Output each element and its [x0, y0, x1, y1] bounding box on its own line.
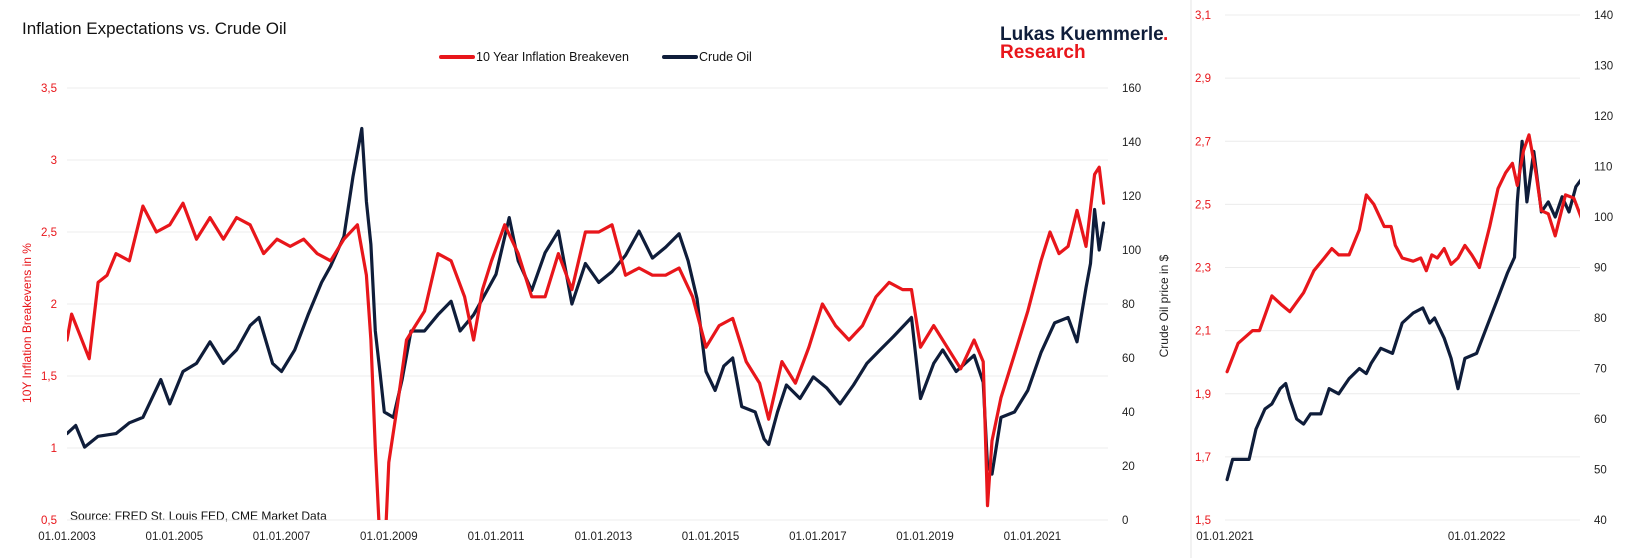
- main-x-tick-label: 01.01.2005: [146, 531, 204, 543]
- zoom-y-tick-label: 2,1: [1195, 326, 1211, 338]
- main-x-tick-label: 01.01.2019: [896, 531, 954, 543]
- zoom-y-tick-label: 1,5: [1195, 515, 1211, 527]
- zoom-chart: 1,5 1,7 1,9 2,1 2,3 2,5 2,7 2,9 3,1 40 50 60 70 80 90 1…: [1195, 10, 1613, 543]
- main-y-tick-label: 0,5: [41, 515, 57, 527]
- zoom-y2-tick-label: 70: [1594, 364, 1607, 376]
- main-y-tick-label: 3,5: [41, 83, 57, 95]
- zoom-series-breakeven-line: [1225, 133, 1580, 374]
- main-y2-tick-label: 20: [1122, 461, 1135, 473]
- zoom-y2-tick-label: 80: [1594, 313, 1607, 325]
- y-axis-title-right: Crude Oil price in $: [1157, 254, 1171, 357]
- main-y2-tick-label: 120: [1122, 191, 1141, 203]
- legend-label-crude-oil: Crude Oil: [699, 50, 752, 64]
- main-y2-tick-label: 140: [1122, 137, 1141, 149]
- zoom-y2-tick-label: 130: [1594, 61, 1613, 73]
- zoom-y2-tick-label: 100: [1594, 212, 1613, 224]
- main-x-tick-label: 01.01.2015: [682, 531, 740, 543]
- main-x-tick-label: 01.01.2021: [1004, 531, 1062, 543]
- zoom-x-tick-label: 01.01.2022: [1448, 531, 1506, 543]
- main-y-tick-label: 3: [51, 155, 57, 167]
- source-note: Source: FRED St. Louis FED, CME Market D…: [70, 509, 327, 523]
- brand-subtitle: Research: [1000, 42, 1086, 63]
- zoom-x-tick-label: 01.01.2021: [1196, 531, 1254, 543]
- zoom-y2-tick-label: 140: [1594, 10, 1613, 22]
- main-x-tick-label: 01.01.2009: [360, 531, 418, 543]
- zoom-y-tick-label: 2,7: [1195, 136, 1211, 148]
- zoom-series-crude-oil-line: [1225, 139, 1580, 482]
- main-x-tick-label: 01.01.2007: [253, 531, 311, 543]
- zoom-y-tick-label: 1,9: [1195, 389, 1211, 401]
- zoom-y-tick-label: 2,3: [1195, 263, 1211, 275]
- main-x-tick-label: 01.01.2017: [789, 531, 847, 543]
- chart-title: Inflation Expectations vs. Crude Oil: [22, 19, 287, 38]
- zoom-y2-tick-label: 50: [1594, 465, 1607, 477]
- zoom-y-tick-label: 2,9: [1195, 73, 1211, 85]
- main-y2-tick-label: 60: [1122, 353, 1135, 365]
- main-series-crude-oil-line: [67, 126, 1106, 476]
- main-y2-tick-label: 0: [1122, 515, 1128, 527]
- main-y2-tick-label: 40: [1122, 407, 1135, 419]
- zoom-y2-tick-label: 90: [1594, 263, 1607, 275]
- main-y2-tick-label: 80: [1122, 299, 1135, 311]
- brand-name: Lukas Kuemmerle: [1000, 24, 1164, 45]
- main-x-tick-label: 01.01.2011: [468, 531, 525, 543]
- main-x-tick-label: 01.01.2013: [575, 531, 633, 543]
- main-chart: 0,5 1 1,5 2 2,5 3 3,5 0 20 40 60 80 100 120 140 160 01.0…: [38, 83, 1141, 543]
- y-axis-title-left: 10Y Inflation Breakevens in %: [20, 243, 34, 403]
- main-y2-tick-label: 160: [1122, 83, 1141, 95]
- zoom-y2-tick-label: 40: [1594, 515, 1607, 527]
- main-y2-tick-label: 100: [1122, 245, 1141, 257]
- main-series-breakeven-line: [67, 165, 1106, 520]
- zoom-y2-tick-label: 60: [1594, 414, 1607, 426]
- main-y-tick-label: 2,5: [41, 227, 57, 239]
- brand-logo: Lukas Kuemmerle . Research: [1000, 24, 1168, 63]
- main-x-tick-label: 01.01.2003: [38, 531, 96, 543]
- zoom-y-tick-label: 2,5: [1195, 199, 1211, 211]
- zoom-y2-tick-label: 110: [1594, 162, 1612, 174]
- brand-dot: .: [1163, 24, 1168, 45]
- main-y-tick-label: 2: [51, 299, 57, 311]
- zoom-y2-tick-label: 120: [1594, 111, 1613, 123]
- legend-label-breakeven: 10 Year Inflation Breakeven: [476, 50, 629, 64]
- main-y-tick-label: 1,5: [41, 371, 57, 383]
- legend: 10 Year Inflation Breakeven Crude Oil: [439, 50, 752, 64]
- main-y-tick-label: 1: [51, 443, 57, 455]
- zoom-y-tick-label: 3,1: [1195, 10, 1211, 22]
- zoom-y-tick-label: 1,7: [1195, 452, 1211, 464]
